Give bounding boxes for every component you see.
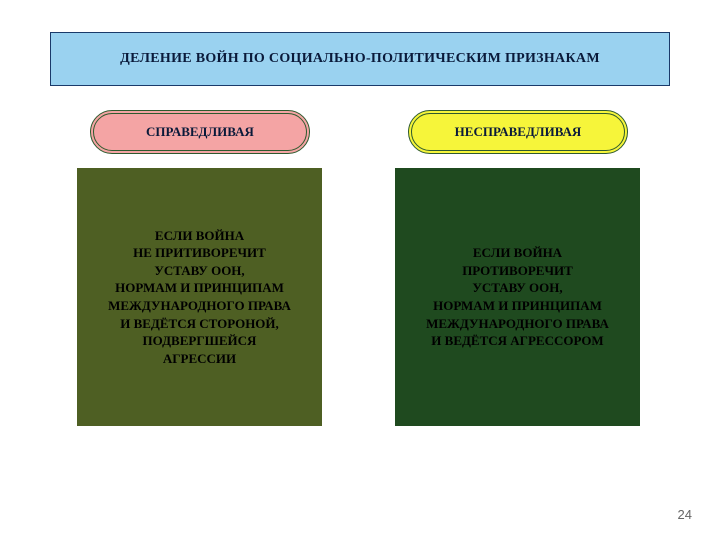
page-number-value: 24 (678, 507, 692, 522)
title-bar: ДЕЛЕНИЕ ВОЙН ПО СОЦИАЛЬНО-ПОЛИТИЧЕСКИМ П… (50, 32, 670, 86)
box-unjust-text: ЕСЛИ ВОЙНАПРОТИВОРЕЧИТУСТАВУ ООН,НОРМАМ … (426, 244, 609, 349)
box-unjust: ЕСЛИ ВОЙНАПРОТИВОРЕЧИТУСТАВУ ООН,НОРМАМ … (395, 168, 640, 426)
pill-just-label: СПРАВЕДЛИВАЯ (146, 124, 254, 140)
pill-unjust: НЕСПРАВЕДЛИВАЯ (408, 110, 628, 154)
pill-just: СПРАВЕДЛИВАЯ (90, 110, 310, 154)
title-text: ДЕЛЕНИЕ ВОЙН ПО СОЦИАЛЬНО-ПОЛИТИЧЕСКИМ П… (120, 51, 600, 67)
page-number: 24 (678, 507, 692, 522)
box-just-text: ЕСЛИ ВОЙНАНЕ ПРИТИВОРЕЧИТУСТАВУ ООН,НОРМ… (83, 227, 316, 367)
box-just: ЕСЛИ ВОЙНАНЕ ПРИТИВОРЕЧИТУСТАВУ ООН,НОРМ… (77, 168, 322, 426)
pill-unjust-label: НЕСПРАВЕДЛИВАЯ (455, 124, 582, 140)
